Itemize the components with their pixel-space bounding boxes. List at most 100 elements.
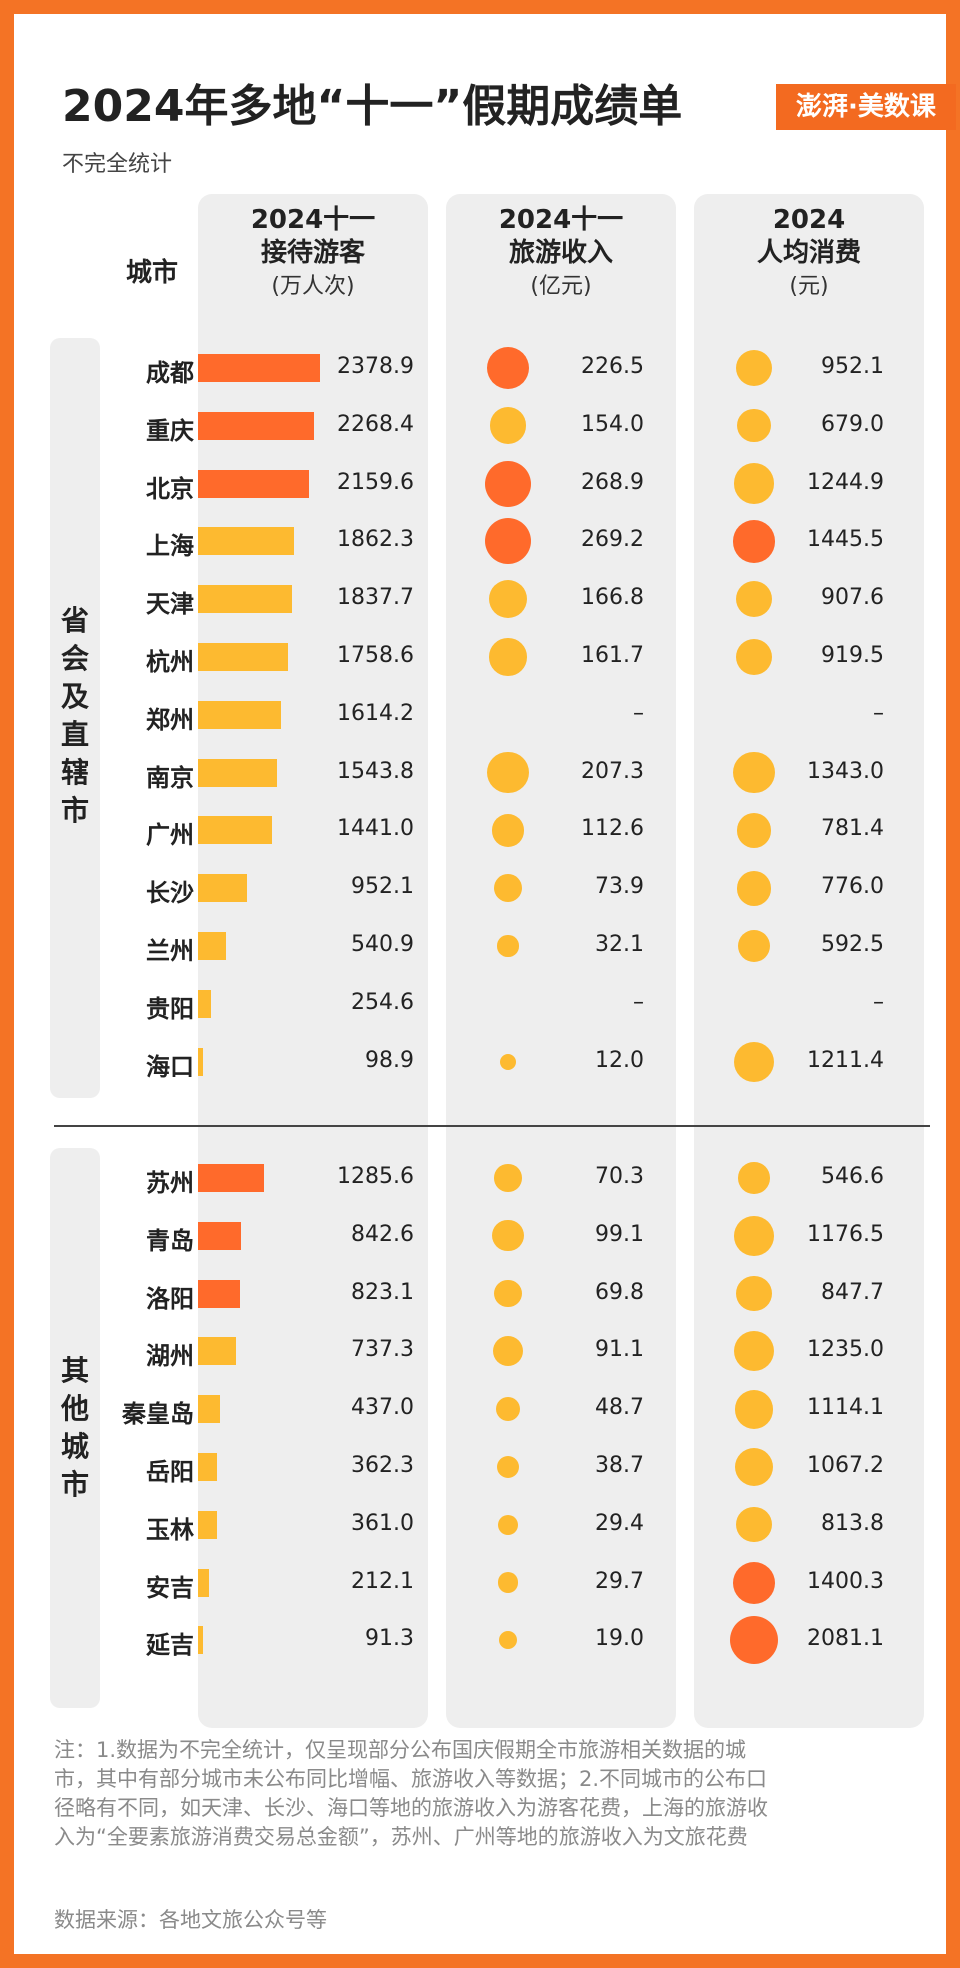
visitors-value: 91.3: [365, 1626, 414, 1652]
per-capita-bubble: [735, 580, 773, 618]
visitors-value: 1862.3: [337, 527, 414, 553]
per-capita-bubble: [734, 1041, 774, 1082]
revenue-value: 48.7: [595, 1395, 644, 1421]
per-capita-header-unit: (元): [789, 274, 829, 299]
per-capita-bubble: [735, 349, 773, 387]
city-name: 玉林: [146, 1515, 194, 1544]
revenue-bubble: [491, 814, 525, 847]
visitors-value: 540.9: [351, 932, 414, 957]
visitors-bar: [198, 758, 278, 787]
visitors-value: 437.0: [351, 1395, 414, 1421]
per-capita-value: 1400.3: [807, 1568, 884, 1594]
group-panel-others: [50, 1148, 100, 1708]
revenue-value: 99.1: [595, 1221, 644, 1247]
visitors-bar: [198, 585, 293, 614]
visitors-bar: [198, 1279, 241, 1308]
per-capita-bubble: [733, 1561, 775, 1604]
visitors-bar: [198, 1626, 203, 1655]
per-capita-value: 1343.0: [807, 758, 884, 784]
city-name: 成都: [146, 359, 194, 387]
per-capita-header: 2024 人均消费 (元): [694, 204, 924, 303]
per-capita-bubble: [730, 1616, 778, 1665]
revenue-value: 12.0: [595, 1047, 644, 1073]
visitors-header-line1: 2024十一: [250, 205, 376, 235]
page-title: 2024年多地“十一”假期成绩单: [62, 81, 683, 132]
per-capita-header-line1: 2024: [772, 205, 846, 235]
visitors-value: 1543.8: [337, 758, 414, 784]
city-name: 湖州: [146, 1342, 194, 1371]
per-capita-bubble: [736, 1507, 772, 1543]
revenue-bubble: [497, 1572, 519, 1593]
per-capita-value: 1211.4: [807, 1047, 884, 1073]
city-name: 上海: [146, 532, 194, 561]
city-name: 洛阳: [146, 1284, 194, 1313]
revenue-value: 226.5: [581, 354, 644, 379]
visitors-value: 212.1: [351, 1568, 414, 1594]
visitors-header: 2024十一 接待游客 (万人次): [198, 204, 428, 303]
visitors-value: 1285.6: [337, 1164, 414, 1189]
revenue-value: 161.7: [581, 643, 644, 668]
visitors-value: 361.0: [351, 1510, 414, 1536]
visitors-bar: [198, 1510, 217, 1539]
revenue-value: –: [633, 989, 644, 1015]
city-name: 重庆: [146, 416, 194, 445]
per-capita-value: 1235.0: [807, 1337, 884, 1363]
per-capita-value: 919.5: [821, 643, 884, 668]
visitors-bar: [198, 354, 320, 382]
per-capita-value: 1067.2: [807, 1453, 884, 1478]
revenue-value: –: [633, 700, 644, 726]
visitors-value: 952.1: [351, 874, 414, 900]
visitors-column-panel: [198, 194, 428, 1728]
visitors-bar: [198, 1164, 264, 1192]
revenue-bubble: [486, 346, 530, 390]
per-capita-bubble: [734, 1216, 774, 1256]
per-capita-header-line2: 人均消费: [756, 238, 861, 268]
brand-logo: 澎湃·美数课: [776, 84, 956, 130]
revenue-value: 73.9: [595, 874, 644, 900]
city-name: 北京: [146, 474, 194, 503]
revenue-column-panel: [446, 194, 676, 1728]
per-capita-value: 781.4: [821, 816, 884, 842]
revenue-bubble: [497, 1514, 519, 1536]
per-capita-value: –: [873, 989, 884, 1015]
revenue-bubble: [496, 1455, 520, 1479]
city-name: 天津: [146, 590, 194, 619]
visitors-bar: [198, 527, 294, 556]
per-capita-bubble: [736, 812, 772, 848]
page-subtitle: 不完全统计: [62, 152, 173, 177]
visitors-bar: [198, 1453, 217, 1481]
city-name: 南京: [146, 763, 194, 792]
city-header: 城市: [126, 258, 179, 288]
revenue-value: 38.7: [595, 1453, 644, 1478]
visitors-bar: [198, 700, 281, 729]
revenue-header-unit: (亿元): [530, 274, 592, 299]
per-capita-value: 952.1: [821, 354, 884, 379]
per-capita-bubble: [736, 870, 772, 906]
per-capita-value: 1114.1: [807, 1395, 884, 1421]
per-capita-bubble: [733, 751, 775, 794]
group-panel-capitals: [50, 338, 100, 1098]
revenue-bubble: [498, 1631, 518, 1650]
revenue-value: 268.9: [581, 469, 644, 495]
revenue-bubble: [492, 1336, 524, 1367]
visitors-value: 737.3: [351, 1337, 414, 1363]
visitors-value: 2268.4: [337, 411, 414, 437]
city-name: 延吉: [146, 1631, 194, 1660]
visitors-value: 1758.6: [337, 643, 414, 668]
visitors-value: 2159.6: [337, 469, 414, 495]
revenue-bubble: [495, 1397, 521, 1422]
revenue-bubble: [494, 1279, 522, 1308]
revenue-bubble: [487, 751, 529, 794]
visitors-bar: [198, 411, 315, 440]
revenue-bubble: [497, 935, 519, 957]
revenue-bubble: [485, 518, 531, 565]
visitors-value: 823.1: [351, 1279, 414, 1305]
revenue-value: 70.3: [595, 1164, 644, 1189]
per-capita-value: 1244.9: [807, 469, 884, 495]
per-capita-column-panel: [694, 194, 924, 1728]
per-capita-value: 1445.5: [807, 527, 884, 553]
revenue-value: 166.8: [581, 585, 644, 611]
per-capita-value: 1176.5: [807, 1221, 884, 1247]
visitors-value: 1837.7: [337, 585, 414, 611]
per-capita-bubble: [736, 1275, 772, 1312]
